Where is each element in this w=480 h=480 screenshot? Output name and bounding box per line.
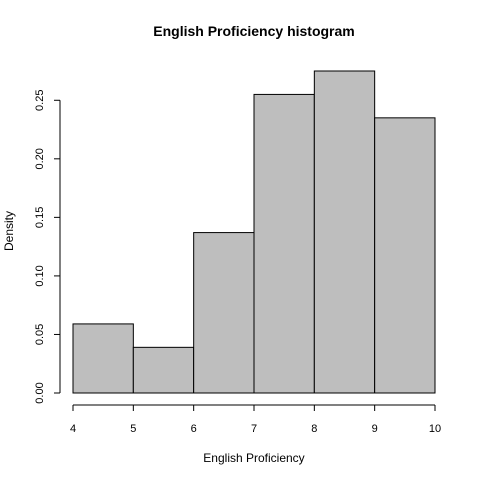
y-tick-label: 0.25 [34,90,46,111]
histogram-bar-8-9 [313,70,376,394]
histogram-bar-5-6 [132,346,195,394]
histogram-bar-6-7 [193,232,255,394]
x-tick-label: 8 [311,423,317,435]
x-axis: 4 5 6 7 8 9 10 [70,404,441,435]
histogram-bar-7-8 [253,93,315,394]
histogram-bar-4-5 [72,323,134,394]
x-tick-label: 6 [191,423,197,435]
y-axis: 0.00 0.05 0.10 0.15 0.20 0.25 [34,90,61,404]
y-tick-label: 0.10 [34,265,46,286]
y-tick-label: 0.20 [34,148,46,169]
y-tick-label: 0.15 [34,207,46,228]
x-axis-label: English Proficiency [203,451,304,465]
y-axis-label: Density [2,211,16,251]
bars-group [72,70,436,394]
x-tick-label: 9 [372,423,378,435]
x-tick-label: 5 [130,423,136,435]
chart-title: English Proficiency histogram [153,23,355,39]
y-tick-label: 0.05 [34,324,46,345]
x-tick-label: 4 [70,423,76,435]
x-tick-label: 7 [251,423,257,435]
x-tick-label: 10 [429,423,441,435]
y-tick-label: 0.00 [34,382,46,403]
histogram-bar-9-10 [374,117,436,394]
